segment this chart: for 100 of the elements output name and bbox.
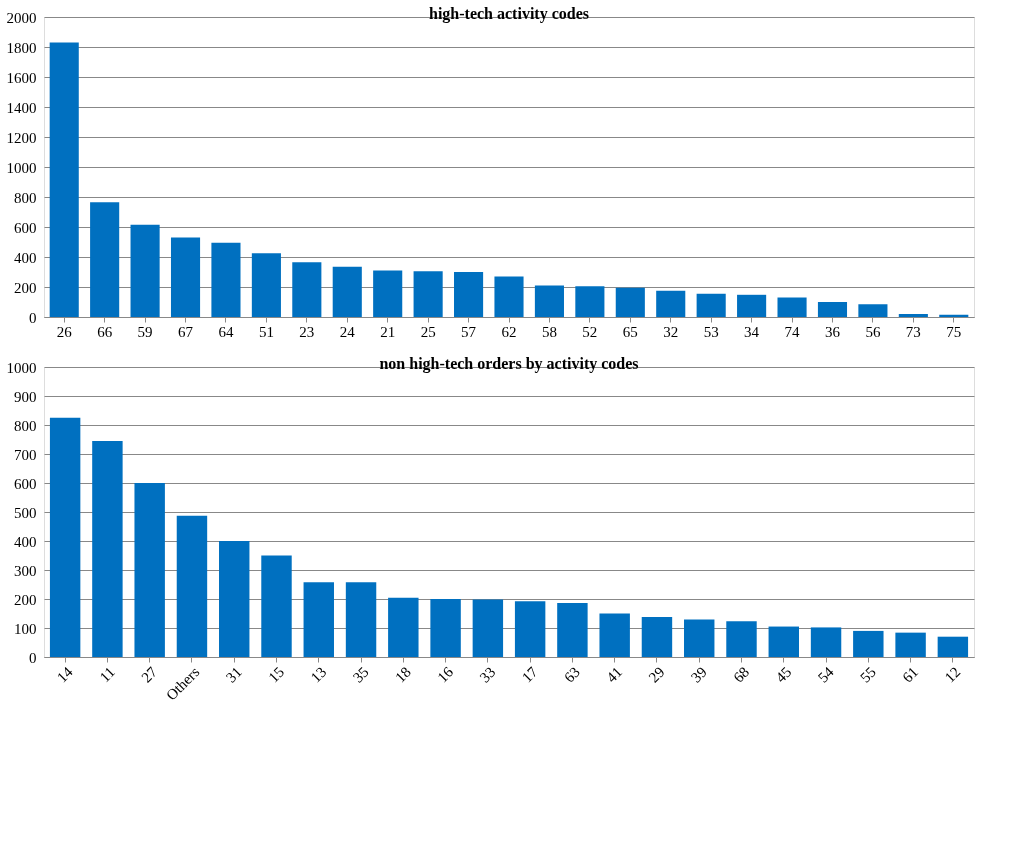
y-tick-label: 500	[14, 504, 37, 521]
x-tick-label: 58	[541, 323, 557, 340]
x-tick-label: 27	[138, 663, 161, 686]
bar	[292, 262, 322, 317]
bar	[219, 541, 250, 657]
x-tick-label: 75	[946, 323, 962, 340]
bar	[413, 271, 443, 317]
bar	[472, 599, 504, 657]
bar	[261, 555, 292, 657]
bar	[684, 619, 715, 657]
y-tick-label: 600	[14, 475, 37, 492]
x-tick-label: 74	[784, 323, 801, 340]
y-tick-label: 400	[14, 249, 37, 266]
y-tick-label: 100	[14, 620, 37, 637]
y-tick-label: 1800	[6, 39, 37, 56]
x-tick-label: 56	[865, 323, 881, 340]
bar	[134, 483, 165, 657]
x-tick-label: 12	[941, 663, 964, 686]
x-tick-label: 68	[730, 663, 753, 686]
y-tick-label: 200	[14, 279, 37, 296]
bar	[737, 294, 767, 317]
x-tick-label: 14	[53, 663, 77, 686]
bar	[373, 270, 403, 317]
x-tick-label: 53	[703, 323, 719, 340]
y-tick-label: 1600	[6, 69, 37, 86]
x-tick-label: 32	[663, 323, 679, 340]
x-tick-label: 13	[307, 663, 330, 686]
x-tick-label: 31	[222, 663, 245, 686]
y-tick-label: 1400	[6, 99, 37, 116]
bar	[90, 202, 120, 317]
x-tick-label: 51	[258, 323, 274, 340]
y-tick-label: 600	[14, 219, 37, 236]
x-tick-label: 36	[824, 323, 841, 340]
bar	[726, 621, 757, 657]
bar	[170, 237, 201, 317]
x-tick-label: 54	[814, 663, 838, 686]
bar	[388, 597, 419, 657]
bar	[534, 285, 564, 317]
x-tick-label: 55	[857, 663, 879, 686]
bar	[49, 417, 81, 657]
bar	[853, 630, 884, 657]
chart-title: high-tech activity codes	[429, 5, 589, 23]
y-tick-label: 400	[14, 533, 37, 550]
x-tick-label: 64	[218, 323, 234, 340]
x-tick-label: 65	[622, 323, 638, 340]
bar	[345, 582, 377, 657]
x-tick-label: 26	[56, 323, 73, 340]
bar	[92, 440, 123, 657]
bar	[557, 603, 588, 657]
y-tick-label: 1000	[6, 159, 37, 176]
x-tick-label: 59	[137, 323, 153, 340]
x-tick-label: 66	[97, 323, 113, 340]
bar	[777, 297, 807, 317]
y-tick-label: 1000	[6, 359, 37, 376]
x-tick-label: 39	[687, 663, 710, 686]
x-tick-label: 29	[645, 663, 668, 686]
bar	[810, 627, 842, 657]
x-tick-label: 17	[518, 663, 542, 686]
x-tick-label: 33	[476, 663, 499, 686]
bar	[895, 632, 926, 657]
x-tick-label: 24	[339, 323, 356, 340]
x-tick-label: 61	[899, 663, 922, 686]
y-tick-label: 300	[14, 562, 37, 579]
bar	[817, 302, 848, 317]
bar	[251, 253, 281, 317]
x-tick-label: 16	[434, 663, 457, 686]
chart-title: non high-tech orders by activity codes	[379, 355, 639, 373]
x-tick-label: 41	[603, 663, 626, 686]
y-tick-label: 900	[14, 388, 37, 405]
x-tick-label: 52	[582, 323, 598, 340]
x-tick-label: 23	[299, 323, 315, 340]
bar	[303, 582, 334, 657]
y-tick-label: 0	[29, 309, 37, 326]
y-tick-label: 200	[14, 591, 37, 608]
x-tick-label: 73	[905, 323, 921, 340]
y-tick-label: 800	[14, 189, 37, 206]
x-tick-label: 34	[744, 323, 760, 340]
bar	[211, 242, 241, 317]
bar	[768, 626, 799, 657]
bar	[575, 286, 605, 317]
x-tick-label: 45	[772, 663, 795, 686]
bar	[858, 304, 888, 317]
bar	[898, 314, 928, 317]
x-tick-label: 35	[349, 663, 372, 686]
bar	[332, 266, 362, 317]
bar	[615, 287, 645, 317]
bar	[696, 293, 726, 317]
x-tick-label: 57	[461, 323, 477, 340]
bar	[130, 224, 160, 317]
bar	[176, 515, 208, 657]
bar	[641, 616, 673, 657]
bar	[430, 599, 461, 657]
bar	[494, 276, 524, 317]
x-tick-label: 21	[380, 323, 396, 340]
x-tick-label: 67	[178, 323, 194, 340]
bar	[599, 613, 630, 657]
x-tick-label: 15	[265, 663, 288, 686]
x-tick-label: 63	[561, 663, 584, 686]
y-tick-label: 0	[29, 649, 37, 666]
bar	[454, 272, 484, 317]
